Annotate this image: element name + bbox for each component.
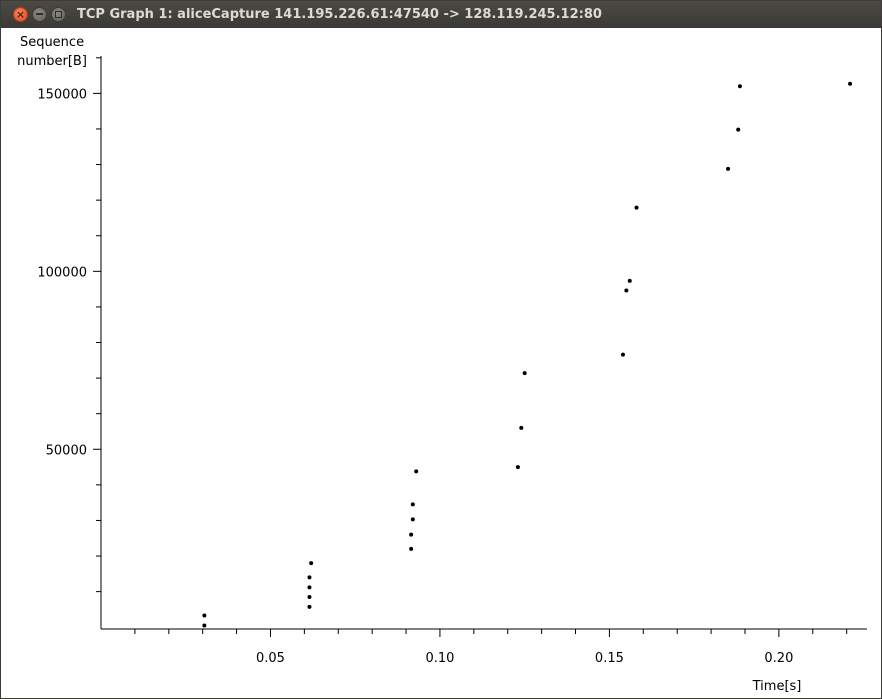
data-point [627, 278, 632, 283]
y-axis-label-line2: number[B] [17, 54, 87, 69]
minimize-icon [36, 13, 43, 15]
data-point [409, 532, 414, 537]
data-point [726, 166, 731, 171]
tcp-sequence-graph[interactable]: Sequence number[B] Time[s] 0.05 0.10 0.15 0… [1, 28, 881, 698]
x-axis-label: Time[s] [752, 679, 802, 694]
data-point [624, 288, 629, 293]
data-point [515, 465, 520, 470]
data-point [307, 585, 312, 590]
data-point [634, 205, 639, 210]
data-point [410, 517, 415, 522]
maximize-icon [55, 11, 62, 18]
close-icon: × [15, 8, 26, 21]
data-point [307, 594, 312, 599]
data-point [848, 81, 853, 86]
data-point [307, 575, 312, 580]
maximize-window-button[interactable] [51, 7, 66, 22]
data-point [522, 371, 527, 376]
data-point [309, 561, 314, 566]
data-point [519, 425, 524, 430]
window-title: TCP Graph 1: aliceCapture 141.195.226.61… [77, 7, 602, 22]
data-point [410, 502, 415, 507]
y-tick-label: 150000 [37, 87, 87, 102]
x-tick-label: 0.10 [425, 651, 454, 666]
x-tick-label: 0.20 [764, 651, 793, 666]
title-bar[interactable]: × TCP Graph 1: aliceCapture 141.195.226.… [1, 1, 881, 28]
x-tick-label: 0.15 [595, 651, 624, 666]
data-point [620, 352, 625, 357]
x-tick-label: 0.05 [256, 651, 285, 666]
y-axis-label-line1: Sequence [20, 35, 84, 50]
y-tick-label: 100000 [37, 265, 87, 280]
y-tick-label: 50000 [46, 443, 87, 458]
close-window-button[interactable]: × [13, 7, 28, 22]
data-point [409, 546, 414, 551]
data-point [736, 127, 741, 132]
data-point [737, 84, 742, 89]
data-point [307, 604, 312, 609]
data-point [202, 613, 207, 618]
minimize-window-button[interactable] [32, 7, 47, 22]
data-point [414, 469, 419, 474]
data-point [202, 623, 207, 628]
